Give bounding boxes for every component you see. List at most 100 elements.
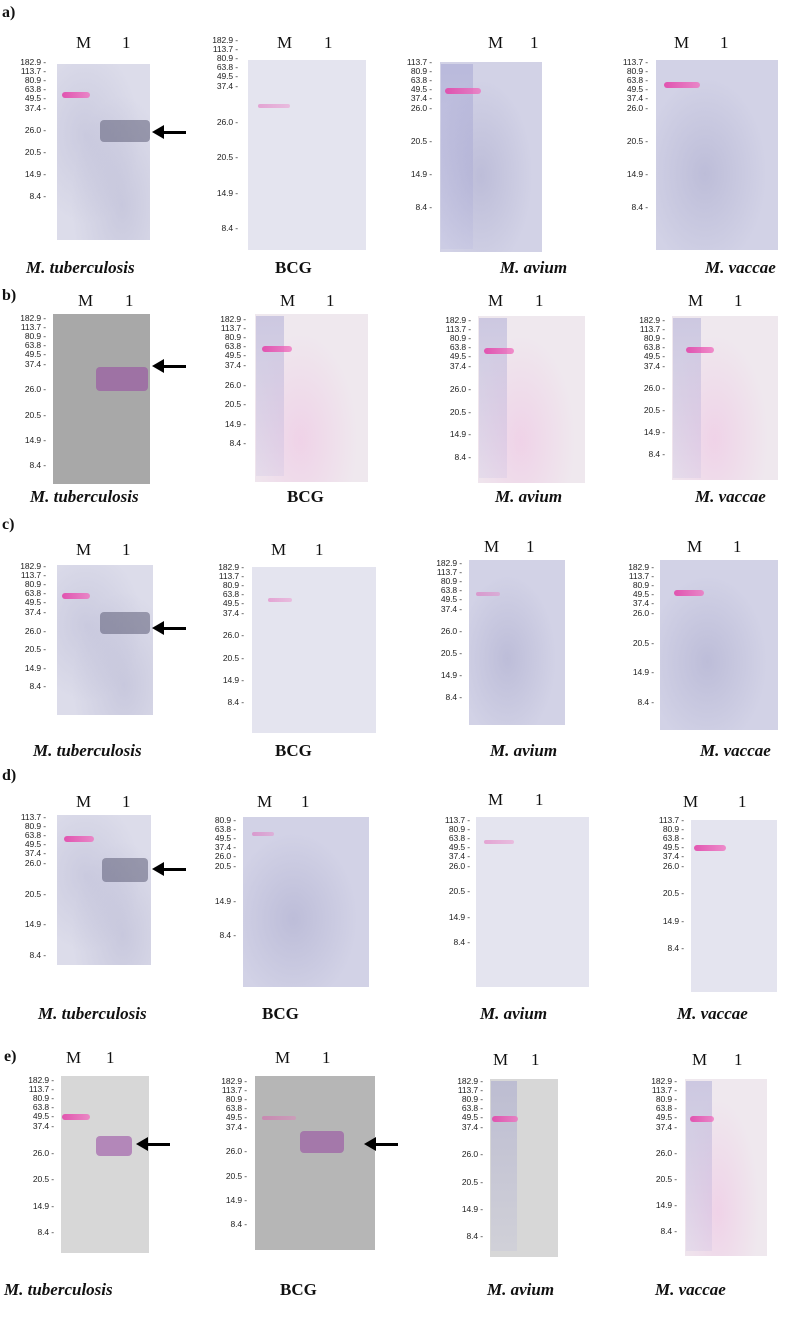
mw-marker-label: 37.4: [441, 604, 462, 614]
mw-marker-label: 63.8: [450, 342, 471, 352]
mw-marker-label: 63.8: [411, 75, 432, 85]
species-caption: M. vaccae: [695, 487, 766, 506]
mw-marker-label: 8.4: [453, 937, 470, 947]
mw-marker-label: 182.9: [20, 57, 46, 67]
marker-lane: [479, 318, 507, 478]
protein-band: [96, 367, 148, 391]
protein-band: [100, 612, 150, 634]
mw-marker-label: 8.4: [29, 681, 46, 691]
species-caption: M. vaccae: [700, 741, 771, 760]
mw-marker-label: 8.4: [29, 460, 46, 470]
mw-marker-label: 80.9: [25, 331, 46, 341]
mw-marker-label: 26.0: [226, 1146, 247, 1156]
lane-label-marker: M: [271, 540, 287, 559]
mw-marker-label: 26.0: [441, 626, 462, 636]
mw-marker-label: 14.9: [449, 912, 470, 922]
marker-band: [258, 104, 290, 108]
marker-band: [690, 1116, 714, 1122]
mw-marker-label: 37.4: [449, 851, 470, 861]
mw-marker-label: 80.9: [627, 66, 648, 76]
lane-label-marker: M: [277, 33, 293, 52]
mw-marker-label: 182.9: [218, 562, 244, 572]
mw-marker-label: 49.5: [450, 351, 471, 361]
mw-marker-label: 49.5: [462, 1112, 483, 1122]
protein-band: [100, 120, 150, 142]
mw-marker-label: 14.9: [223, 675, 244, 685]
mw-marker-label: 49.5: [644, 351, 665, 361]
mw-marker-label: 8.4: [221, 223, 238, 233]
mw-marker-label: 63.8: [225, 341, 246, 351]
mw-marker-label: 14.9: [217, 188, 238, 198]
mw-marker-label: 8.4: [667, 943, 684, 953]
mw-marker-label: 20.5: [633, 638, 654, 648]
mw-marker-label: 26.0: [25, 858, 46, 868]
mw-marker-label: 49.5: [441, 594, 462, 604]
mw-marker-label: 113.7: [437, 567, 462, 577]
mw-marker-label: 49.5: [215, 833, 236, 843]
mw-marker-label: 37.4: [25, 103, 46, 113]
mw-marker-label: 182.9: [445, 315, 471, 325]
mw-marker-label: 113.7: [221, 323, 246, 333]
mw-marker-label: 113.7: [458, 1085, 483, 1095]
mw-marker-label: 49.5: [25, 839, 46, 849]
mw-marker-label: 80.9: [633, 580, 654, 590]
marker-band: [664, 82, 700, 88]
lane-label-sample: 1: [122, 33, 131, 52]
lane-label-sample: 1: [125, 291, 134, 310]
mw-marker-label: 37.4: [663, 851, 684, 861]
mw-marker-label: 49.5: [217, 71, 238, 81]
mw-marker-label: 14.9: [25, 169, 46, 179]
mw-marker-label: 26.0: [450, 384, 471, 394]
mw-marker-label: 26.0: [217, 117, 238, 127]
mw-marker-label: 113.7: [29, 1084, 54, 1094]
mw-marker-label: 63.8: [25, 588, 46, 598]
mw-marker-label: 20.5: [441, 648, 462, 658]
lane-label-sample: 1: [535, 291, 544, 310]
marker-band: [484, 348, 514, 354]
species-caption: M. vaccae: [677, 1004, 748, 1023]
mw-marker-label: 8.4: [230, 1219, 247, 1229]
blot-panel: [57, 565, 153, 715]
mw-marker-label: 113.7: [21, 570, 46, 580]
lane-label-sample: 1: [535, 790, 544, 809]
arrow-icon: [152, 359, 186, 373]
mw-marker-label: 113.7: [623, 57, 648, 67]
mw-marker-label: 26.0: [449, 861, 470, 871]
blot-panel: [57, 64, 150, 240]
lane-label-sample: 1: [526, 537, 535, 556]
mw-marker-label: 63.8: [217, 62, 238, 72]
mw-marker-label: 37.4: [462, 1122, 483, 1132]
marker-band: [694, 845, 726, 851]
blot-panel: [255, 314, 368, 482]
mw-marker-label: 63.8: [25, 84, 46, 94]
mw-marker-label: 113.7: [640, 324, 665, 334]
mw-marker-label: 20.5: [656, 1174, 677, 1184]
arrow-icon: [136, 1137, 170, 1151]
mw-marker-label: 182.9: [639, 315, 665, 325]
mw-marker-label: 80.9: [217, 53, 238, 63]
species-caption: M. tuberculosis: [26, 258, 135, 277]
mw-marker-label: 14.9: [450, 429, 471, 439]
mw-marker-label: 63.8: [663, 833, 684, 843]
mw-marker-label: 49.5: [226, 1112, 247, 1122]
mw-marker-label: 80.9: [449, 824, 470, 834]
mw-marker-label: 80.9: [25, 579, 46, 589]
row-label: a): [2, 4, 16, 21]
lane-label-sample: 1: [733, 537, 742, 556]
mw-marker-label: 20.5: [25, 644, 46, 654]
lane-label-marker: M: [692, 1050, 708, 1069]
marker-band: [445, 88, 481, 94]
mw-marker-label: 37.4: [25, 359, 46, 369]
lane-label-marker: M: [674, 33, 690, 52]
mw-marker-label: 26.0: [25, 626, 46, 636]
mw-marker-label: 49.5: [223, 598, 244, 608]
lane-label-sample: 1: [734, 1050, 743, 1069]
blot-panel: [685, 1079, 767, 1256]
mw-marker-label: 80.9: [462, 1094, 483, 1104]
mw-marker-label: 26.0: [33, 1148, 54, 1158]
mw-marker-label: 182.9: [457, 1076, 483, 1086]
lane-label-sample: 1: [324, 33, 333, 52]
mw-marker-label: 37.4: [223, 608, 244, 618]
mw-marker-label: 20.5: [225, 399, 246, 409]
mw-marker-label: 49.5: [449, 842, 470, 852]
